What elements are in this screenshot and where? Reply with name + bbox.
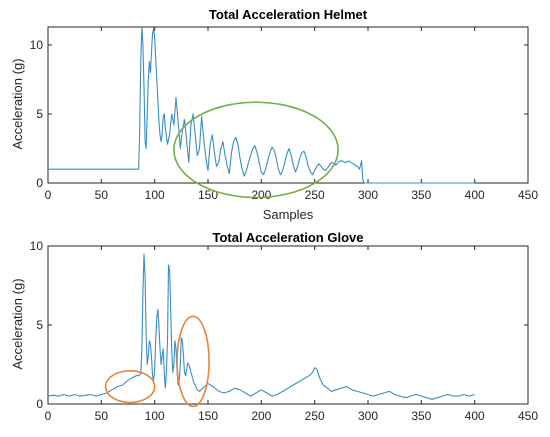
glove-x-tick-label-7: 350 xyxy=(411,409,431,423)
helmet-x-tick-label-7: 350 xyxy=(411,188,431,202)
helmet-y-tick-label-0: 0 xyxy=(36,176,43,190)
glove-y-axis-label: Acceleration (g) xyxy=(10,278,25,369)
chart-helmet: Total Acceleration Helmet Acceleration (… xyxy=(10,7,538,222)
chart-glove: Total Acceleration Glove Acceleration (g… xyxy=(10,230,538,423)
glove-y-tick-label-0: 0 xyxy=(36,397,43,411)
glove-x-tick-label-2: 100 xyxy=(145,409,165,423)
glove-x-tick-label-1: 50 xyxy=(95,409,109,423)
glove-y-tick-label-2: 10 xyxy=(30,239,44,253)
helmet-axes-box xyxy=(47,26,529,184)
glove-x-tick-label-5: 250 xyxy=(305,409,325,423)
helmet-y-tick-label-2: 10 xyxy=(30,38,44,52)
helmet-x-tick-label-5: 250 xyxy=(305,188,325,202)
helmet-x-tick-label-2: 100 xyxy=(145,188,165,202)
glove-x-tick-label-9: 450 xyxy=(518,409,538,423)
glove-annotation-ellipse-1 xyxy=(176,315,210,408)
glove-chart-title: Total Acceleration Glove xyxy=(213,230,364,245)
helmet-plot-area: 0 50 100 150 200 250 300 350 400 450 0 5 10 xyxy=(30,26,538,202)
glove-x-tick-label-3: 150 xyxy=(198,409,218,423)
helmet-x-axis-label: Samples xyxy=(263,207,314,222)
helmet-x-tick-label-9: 450 xyxy=(518,188,538,202)
glove-axes-box xyxy=(47,245,529,405)
glove-x-tick-label-8: 400 xyxy=(465,409,485,423)
helmet-y-tick-label-1: 5 xyxy=(36,107,43,121)
helmet-x-tick-label-8: 400 xyxy=(465,188,485,202)
glove-y-tick-label-1: 5 xyxy=(36,318,43,332)
helmet-y-axis-label: Acceleration (g) xyxy=(10,58,25,149)
glove-series-line-0 xyxy=(47,253,475,400)
helmet-x-tick-label-6: 300 xyxy=(358,188,378,202)
glove-plot-area: 0 50 100 150 200 250 300 350 400 450 0 5 10 xyxy=(30,239,539,423)
glove-annotation-ellipse-0 xyxy=(104,370,156,404)
glove-x-tick-label-6: 300 xyxy=(358,409,378,423)
helmet-annotation-ellipse-0 xyxy=(173,101,339,199)
helmet-x-tick-label-1: 50 xyxy=(95,188,109,202)
helmet-x-tick-label-0: 0 xyxy=(45,188,52,202)
helmet-x-tick-label-3: 150 xyxy=(198,188,218,202)
glove-x-tick-label-4: 200 xyxy=(251,409,271,423)
glove-x-tick-label-0: 0 xyxy=(45,409,52,423)
helmet-x-tick-label-4: 200 xyxy=(251,188,271,202)
helmet-chart-title: Total Acceleration Helmet xyxy=(209,7,368,22)
